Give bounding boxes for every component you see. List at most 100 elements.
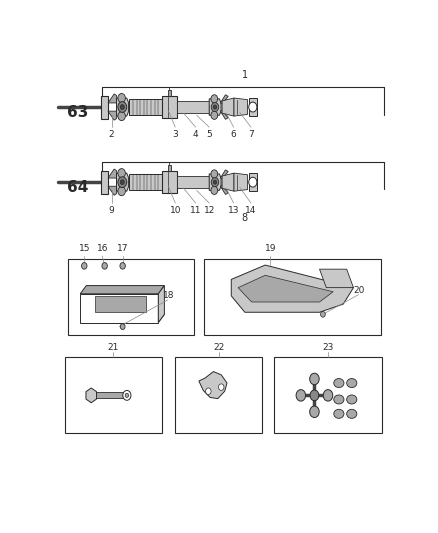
Ellipse shape <box>334 378 344 387</box>
Bar <box>168 165 171 172</box>
Text: 16: 16 <box>96 244 108 253</box>
Polygon shape <box>117 173 128 191</box>
Text: 64: 64 <box>67 180 88 195</box>
Bar <box>101 95 108 118</box>
Circle shape <box>310 373 319 385</box>
Circle shape <box>123 391 131 400</box>
Polygon shape <box>231 265 353 312</box>
Polygon shape <box>108 186 117 195</box>
Circle shape <box>213 180 217 184</box>
Polygon shape <box>80 294 158 322</box>
Text: 20: 20 <box>353 286 364 295</box>
Ellipse shape <box>334 409 344 418</box>
Circle shape <box>249 177 257 187</box>
Polygon shape <box>209 174 221 190</box>
Circle shape <box>120 324 125 329</box>
Ellipse shape <box>347 378 357 387</box>
Circle shape <box>120 104 124 109</box>
Polygon shape <box>86 388 96 403</box>
Polygon shape <box>209 99 221 115</box>
Text: 15: 15 <box>78 244 90 253</box>
Text: 14: 14 <box>245 206 257 215</box>
Circle shape <box>118 102 127 112</box>
Text: 13: 13 <box>228 206 240 215</box>
Text: 22: 22 <box>213 343 224 352</box>
Text: 5: 5 <box>206 130 212 139</box>
Text: 21: 21 <box>107 343 119 352</box>
Bar <box>204 259 381 335</box>
Polygon shape <box>158 286 164 322</box>
Circle shape <box>213 105 217 109</box>
Circle shape <box>118 177 127 188</box>
Circle shape <box>118 93 125 102</box>
Bar <box>68 259 194 335</box>
Text: 10: 10 <box>170 206 181 215</box>
Circle shape <box>118 187 125 196</box>
Polygon shape <box>80 286 164 294</box>
Text: 2: 2 <box>108 130 113 139</box>
Circle shape <box>211 111 218 119</box>
Text: 63: 63 <box>67 105 88 120</box>
Polygon shape <box>238 276 333 302</box>
Bar <box>162 172 177 193</box>
Text: 9: 9 <box>108 206 113 215</box>
Bar <box>168 90 171 96</box>
Bar <box>177 101 209 113</box>
Polygon shape <box>199 372 227 399</box>
Text: 19: 19 <box>265 244 276 253</box>
Polygon shape <box>220 170 228 179</box>
Ellipse shape <box>347 409 357 418</box>
Polygon shape <box>220 185 228 195</box>
Bar <box>130 174 162 190</box>
Bar <box>65 358 162 433</box>
Circle shape <box>120 263 125 269</box>
Circle shape <box>296 390 306 401</box>
Text: 1: 1 <box>242 70 248 80</box>
Text: 3: 3 <box>173 130 178 139</box>
Polygon shape <box>95 296 146 312</box>
Circle shape <box>310 390 319 401</box>
Polygon shape <box>222 98 234 116</box>
Polygon shape <box>234 173 247 191</box>
Polygon shape <box>108 94 117 103</box>
Text: 4: 4 <box>193 130 198 139</box>
Bar <box>162 96 177 118</box>
Polygon shape <box>80 314 164 322</box>
Circle shape <box>211 177 219 187</box>
Bar <box>274 358 382 433</box>
Circle shape <box>211 102 219 111</box>
Text: 7: 7 <box>248 130 254 139</box>
Text: 12: 12 <box>204 206 215 215</box>
Polygon shape <box>249 173 257 191</box>
Circle shape <box>211 95 218 103</box>
Polygon shape <box>108 111 117 120</box>
Polygon shape <box>220 95 228 104</box>
Text: 6: 6 <box>231 130 237 139</box>
Bar <box>130 99 162 115</box>
Circle shape <box>321 311 325 317</box>
Circle shape <box>125 393 129 398</box>
Polygon shape <box>220 110 228 119</box>
Polygon shape <box>117 98 128 116</box>
Circle shape <box>118 168 125 177</box>
Bar <box>177 176 209 188</box>
Circle shape <box>118 111 125 120</box>
Circle shape <box>249 102 257 112</box>
Ellipse shape <box>334 395 344 404</box>
Polygon shape <box>249 98 257 116</box>
Bar <box>175 358 262 433</box>
Polygon shape <box>222 173 234 191</box>
Circle shape <box>310 406 319 417</box>
Polygon shape <box>108 169 117 178</box>
Circle shape <box>211 186 218 195</box>
Polygon shape <box>320 269 353 288</box>
Text: 11: 11 <box>190 206 201 215</box>
Text: 23: 23 <box>322 343 334 352</box>
Text: 18: 18 <box>162 291 174 300</box>
Circle shape <box>205 388 211 394</box>
Polygon shape <box>234 98 247 116</box>
Ellipse shape <box>347 395 357 404</box>
Circle shape <box>219 384 224 391</box>
Polygon shape <box>91 392 124 398</box>
Circle shape <box>81 263 87 269</box>
